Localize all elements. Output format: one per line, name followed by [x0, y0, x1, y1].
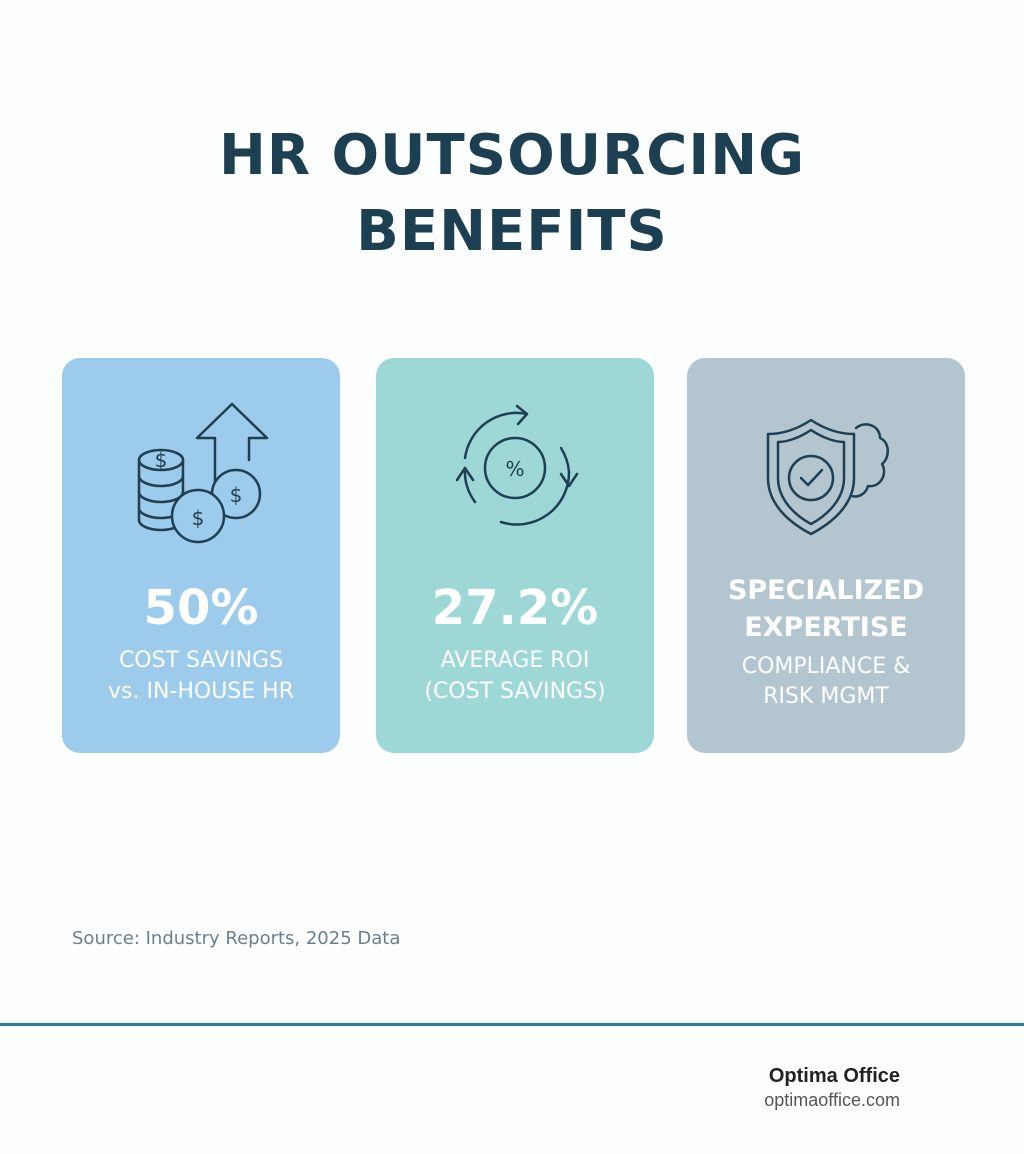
card-heading: SPECIALIZED EXPERTISE — [727, 575, 925, 643]
card-line: vs. IN-HOUSE HR — [107, 679, 294, 704]
divider — [0, 1023, 1024, 1026]
card-line: (COST SAVINGS) — [424, 679, 606, 704]
roi-icon: % — [455, 404, 579, 526]
card-line: RISK MGMT — [763, 684, 889, 709]
card-line: COMPLIANCE & — [741, 654, 911, 679]
title: HR OUTSOURCING BENEFITS — [218, 123, 806, 264]
brand: Optima Office — [768, 1065, 900, 1087]
stat: 27.2% — [431, 580, 599, 636]
url: optimaoffice.com — [764, 1090, 900, 1110]
stat: 50% — [143, 580, 259, 636]
coins-icon: $ $ $ — [137, 402, 269, 544]
card-line: COST SAVINGS — [118, 648, 284, 673]
svg-text:$: $ — [230, 483, 243, 507]
card: $ $ $ 50% COST SAVINGS vs. IN-HOUSE HR — [62, 358, 340, 753]
card: % 27.2% AVERAGE ROI (COST SAVINGS) — [376, 358, 654, 753]
card-line: AVERAGE ROI — [440, 648, 590, 673]
source-note: Source: Industry Reports, 2025 Data — [72, 928, 401, 949]
card: SPECIALIZED EXPERTISE COMPLIANCE & RISK … — [687, 358, 965, 753]
shield-icon — [766, 418, 889, 536]
svg-text:$: $ — [192, 506, 205, 530]
svg-text:%: % — [505, 457, 524, 481]
svg-text:$: $ — [155, 448, 168, 472]
